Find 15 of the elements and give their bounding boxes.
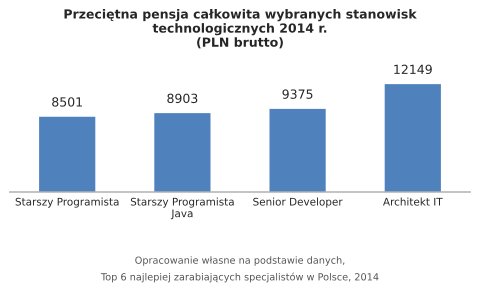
x-tick-label: Architekt IT [383,198,443,206]
x-tick-label: Starszy Programista Java [130,198,234,220]
x-tick-label: Starszy Programista [16,198,118,208]
text: Top 6 najlepiej zarabiających specjalistów w Polsce, 2014 [100,272,379,282]
bar [268,108,328,192]
data-label: 9375 [282,89,312,99]
data-label: 12149 [394,64,432,74]
bar [152,112,212,192]
bar [38,115,97,192]
text: Opracowanie własne na podstawie danych, [135,256,344,266]
x-tick-label: Senior Developer [253,198,343,208]
chart-title: Przeciętna pensja całkowita wybranych stanowisk technologicznych 2014 r. (PLN brutto) [64,9,417,48]
data-label: 8501 [52,97,82,107]
data-label: 8903 [167,94,198,104]
bar [383,82,442,192]
